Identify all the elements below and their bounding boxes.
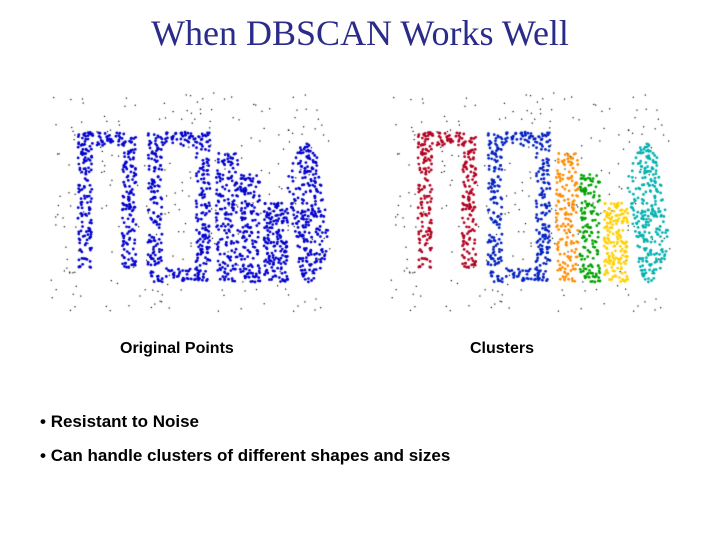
caption-row: Original Points Clusters [40,340,680,370]
original-canvas [40,82,340,322]
bullets: Resistant to Noise Can handle clusters o… [40,405,680,473]
caption-clusters: Clusters [470,340,534,358]
caption-original: Original Points [120,340,234,358]
slide-title: When DBSCAN Works Well [0,12,720,54]
bullet-2: Can handle clusters of different shapes … [40,439,680,473]
original-panel [40,82,340,322]
bullet-1: Resistant to Noise [40,405,680,439]
clusters-canvas [380,82,680,322]
panels [40,82,680,322]
clusters-panel [380,82,680,322]
slide: When DBSCAN Works Well Original Points C… [0,0,720,540]
